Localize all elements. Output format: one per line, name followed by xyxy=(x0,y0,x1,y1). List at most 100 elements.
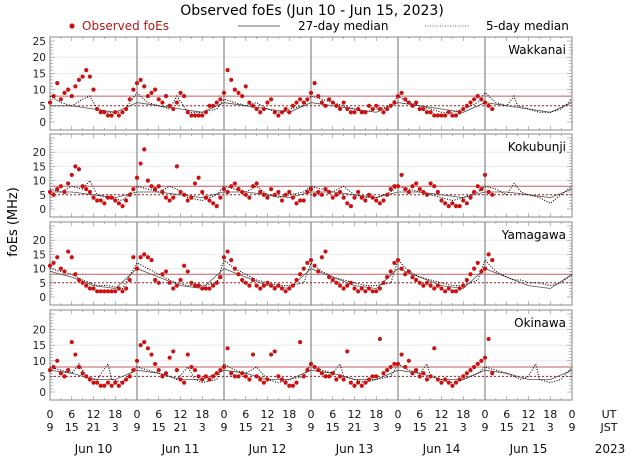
observed-point xyxy=(200,113,205,118)
panel-okinawa: 0 5 10 15 20 Okinawa xyxy=(33,309,573,401)
observed-point xyxy=(392,184,397,189)
observed-point xyxy=(435,377,440,382)
x-tick-jst-label: 9 xyxy=(308,421,315,434)
observed-point xyxy=(258,286,263,291)
observed-point xyxy=(58,371,63,376)
observed-point xyxy=(254,374,259,379)
observed-point xyxy=(87,377,92,382)
x-tick-ut-label: 12 xyxy=(522,408,536,421)
observed-point xyxy=(225,249,230,254)
observed-point xyxy=(312,364,317,370)
observed-point xyxy=(84,374,89,379)
observed-point xyxy=(254,181,259,186)
observed-point xyxy=(232,266,237,271)
observed-point xyxy=(98,383,103,388)
x-tick-jst-label: 15 xyxy=(500,421,514,434)
observed-point xyxy=(461,283,466,288)
observed-point xyxy=(265,100,270,105)
x-tick-jst-label: 21 xyxy=(522,421,536,434)
observed-point xyxy=(200,377,205,382)
observed-point xyxy=(229,184,234,189)
day-label: Jun 11 xyxy=(161,442,200,456)
y-tick-label: 5 xyxy=(39,190,46,202)
observed-point xyxy=(120,380,125,385)
observed-point xyxy=(47,189,53,195)
y-tick-label: 20 xyxy=(33,235,46,247)
observed-point xyxy=(55,358,60,363)
observed-point xyxy=(356,289,361,294)
observed-point xyxy=(258,377,263,382)
observed-point xyxy=(334,103,339,108)
observed-point xyxy=(482,266,488,271)
observed-point xyxy=(414,368,419,373)
observed-point xyxy=(174,283,179,288)
observed-point xyxy=(414,100,419,105)
observed-point xyxy=(279,286,285,291)
x-tick-ut-label: 6 xyxy=(503,408,510,421)
observed-point xyxy=(279,110,285,115)
observed-point xyxy=(421,283,426,288)
observed-point xyxy=(214,280,219,285)
observed-point xyxy=(374,198,379,203)
observed-point xyxy=(308,187,314,192)
observed-point xyxy=(395,257,401,263)
observed-point xyxy=(446,286,451,291)
observed-point xyxy=(453,380,459,385)
observed-point xyxy=(102,110,107,115)
observed-point xyxy=(319,192,324,197)
observed-point xyxy=(131,187,136,192)
observed-point xyxy=(182,263,187,268)
y-tick-label: 25 xyxy=(33,36,46,48)
observed-point xyxy=(156,184,161,189)
observed-point xyxy=(95,289,100,294)
observed-point xyxy=(290,103,295,108)
observed-point xyxy=(406,269,411,274)
observed-point xyxy=(254,106,259,112)
observed-point xyxy=(443,201,448,206)
observed-point xyxy=(424,280,430,285)
observed-point xyxy=(47,368,53,373)
observed-point xyxy=(417,280,422,285)
observed-point xyxy=(464,103,469,108)
observed-point xyxy=(113,289,118,294)
observed-point xyxy=(167,198,172,203)
observed-point xyxy=(298,272,303,277)
observed-point xyxy=(385,106,390,112)
observed-point xyxy=(192,368,198,373)
observed-point xyxy=(403,187,408,192)
observed-point xyxy=(91,380,96,385)
observed-point xyxy=(472,189,477,195)
day-label: Jun 15 xyxy=(509,442,548,456)
observed-point xyxy=(98,110,103,115)
observed-point xyxy=(490,106,495,112)
observed-point xyxy=(225,346,230,351)
observed-point xyxy=(200,286,205,291)
legend-5day-label: 5-day median xyxy=(486,19,569,33)
observed-point xyxy=(392,260,397,266)
observed-point xyxy=(435,283,440,288)
x-tick-jst-label: 9 xyxy=(482,421,489,434)
observed-point xyxy=(341,100,346,105)
observed-point xyxy=(113,380,118,385)
observed-point xyxy=(319,255,324,260)
observed-point xyxy=(149,184,154,189)
observed-point xyxy=(341,195,346,200)
observed-point xyxy=(283,289,288,294)
x-tick-jst-label: 21 xyxy=(261,421,275,434)
observed-point xyxy=(334,192,339,197)
ut-row-label: UT xyxy=(602,408,617,421)
observed-point xyxy=(276,189,281,195)
observed-point xyxy=(84,283,89,288)
observed-point xyxy=(95,198,100,203)
observed-point xyxy=(370,195,375,200)
observed-point xyxy=(153,361,158,367)
observed-point xyxy=(468,272,473,277)
observed-point xyxy=(76,167,82,172)
observed-point xyxy=(301,100,306,105)
observed-point xyxy=(236,272,241,277)
observed-point xyxy=(58,266,63,271)
observed-point xyxy=(323,249,328,254)
observed-point xyxy=(254,283,259,288)
observed-point xyxy=(330,371,335,376)
observed-point xyxy=(69,339,74,345)
